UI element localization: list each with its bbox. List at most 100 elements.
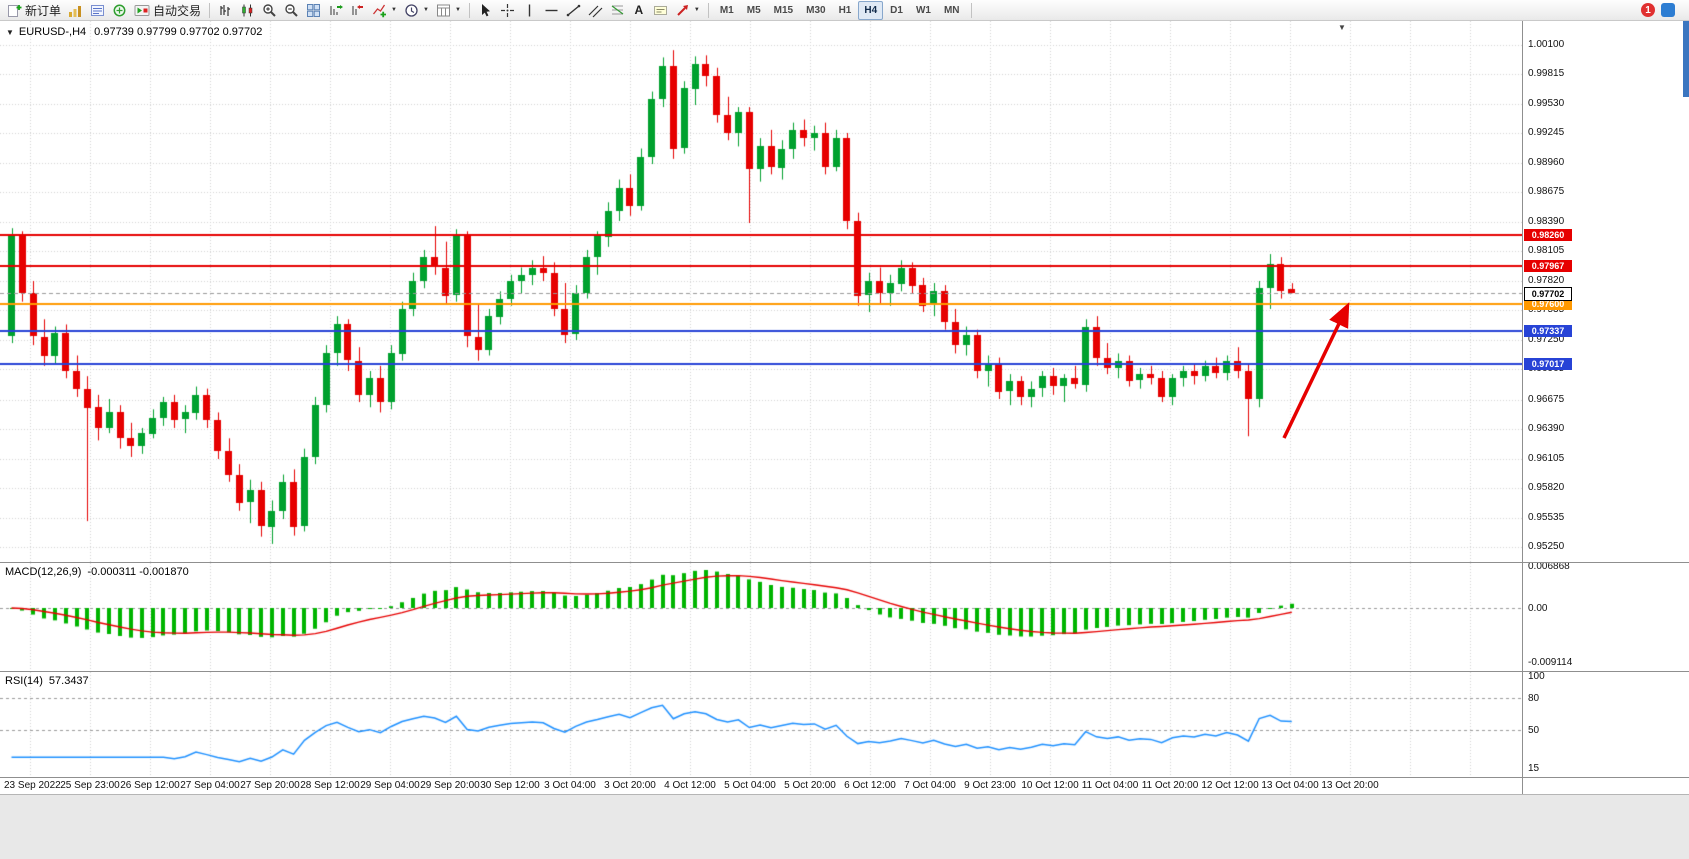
- timeframe-D1[interactable]: D1: [890, 4, 903, 16]
- crosshair-icon: [500, 3, 514, 17]
- equidistant-channel-button[interactable]: [585, 1, 606, 20]
- text-button[interactable]: A: [629, 1, 649, 20]
- rsi-indicator-label: RSI(14): [5, 675, 43, 687]
- time-axis-label: 5 Oct 20:00: [784, 780, 836, 791]
- vertical-line-icon: [528, 4, 531, 16]
- time-axis-label: 10 Oct 12:00: [1021, 780, 1079, 791]
- time-axis-label: 6 Oct 12:00: [844, 780, 896, 791]
- periods-button[interactable]: ▼: [401, 1, 432, 20]
- indicators-icon: [373, 4, 387, 17]
- templates-button[interactable]: ▼: [433, 1, 464, 20]
- timeframe-W1[interactable]: W1: [915, 4, 931, 16]
- rsi-indicator-value: 57.3437: [48, 675, 89, 687]
- chevron-down-icon: ▼: [422, 7, 429, 13]
- chevron-down-icon: ▼: [391, 7, 397, 13]
- timeframe-M15[interactable]: M15: [773, 4, 794, 16]
- new-order-button[interactable]: 新订单: [4, 1, 64, 20]
- indicators-button[interactable]: ▼: [369, 1, 400, 20]
- auto-scroll-button[interactable]: [325, 1, 346, 20]
- price-axis-label: 0.99245: [1528, 127, 1565, 138]
- time-axis-label: 7 Oct 04:00: [904, 780, 956, 791]
- time-axis-label: 3 Oct 04:00: [544, 780, 596, 791]
- timeframe-M30[interactable]: M30: [806, 4, 826, 16]
- chart-window: ▼ EURUSD-,H4 0.97739 0.97799 0.97702 0.9…: [0, 21, 1689, 859]
- vertical-scrollbar-thumb[interactable]: [1683, 21, 1689, 97]
- time-axis-label: 26 Sep 12:00: [120, 780, 180, 791]
- trendline-button[interactable]: [563, 1, 584, 20]
- fibonacci-button[interactable]: [607, 1, 628, 20]
- text-label-button[interactable]: [650, 1, 671, 20]
- horizontal-line-icon: [545, 9, 558, 11]
- arrows-button[interactable]: ▼: [672, 1, 703, 20]
- chevron-down-icon: ▼: [693, 7, 700, 13]
- market-watch-button[interactable]: [87, 1, 108, 20]
- cursor-button[interactable]: [475, 1, 496, 20]
- chart-ohlc-values: 0.97739 0.97799 0.97702 0.97702: [94, 26, 263, 38]
- chart-shift-button[interactable]: [347, 1, 368, 20]
- zoom-out-button[interactable]: [281, 1, 302, 20]
- timeframes-toolbar: M1 M5 M15 M30 H1 H4 D1 W1 MN: [714, 0, 966, 20]
- bars-chart-button[interactable]: [215, 1, 236, 20]
- tile-windows-button[interactable]: [303, 1, 324, 20]
- time-axis-label: 29 Sep 04:00: [360, 780, 420, 791]
- pane-separator[interactable]: [0, 671, 1689, 672]
- macd-axis-max-label: 0.006868: [1528, 561, 1570, 572]
- macd-axis-min-label: -0.009114: [1528, 657, 1573, 668]
- chevron-down-icon: ▼: [454, 7, 461, 13]
- zoom-in-button[interactable]: [259, 1, 280, 20]
- rsi-axis-label: 100: [1528, 671, 1545, 682]
- crosshair-button[interactable]: [497, 1, 518, 20]
- timeframe-M5[interactable]: M5: [746, 4, 761, 16]
- zoom-out-icon: [285, 3, 298, 17]
- price-axis-label: 0.98390: [1528, 216, 1565, 227]
- price-axis-label: 0.98105: [1528, 245, 1565, 256]
- price-axis-label: 0.99530: [1528, 98, 1565, 109]
- price-axis-label: 0.95535: [1528, 512, 1565, 523]
- price-axis-label: 0.97820: [1528, 275, 1565, 286]
- fibonacci-icon: [611, 5, 624, 14]
- notifications-badge[interactable]: 1: [1641, 3, 1655, 17]
- toolbar-separator: [707, 2, 709, 18]
- time-axis-label: 4 Oct 12:00: [664, 780, 716, 791]
- community-icon[interactable]: [1661, 3, 1675, 17]
- market-watch-icon: [91, 4, 105, 16]
- rsi-axis-label: 80: [1528, 693, 1540, 704]
- charts-button[interactable]: [65, 1, 86, 20]
- toolbar-separator: [468, 2, 470, 18]
- rsi-indicator-panel[interactable]: [0, 672, 1522, 777]
- navigator-button[interactable]: [109, 1, 130, 20]
- vertical-line-button[interactable]: [519, 1, 540, 20]
- one-click-trading-toggle[interactable]: ▼: [6, 27, 14, 37]
- time-axis-label: 30 Sep 12:00: [480, 780, 540, 791]
- candlestick-chart-button[interactable]: [237, 1, 258, 20]
- price-axis[interactable]: 1.00100 0.99815 0.99530 0.99245 0.98960 0.986…: [1522, 21, 1689, 794]
- autotrading-icon: [134, 4, 150, 16]
- price-axis-label: 0.95250: [1528, 541, 1565, 552]
- toolbar-right-group: 1: [1641, 3, 1685, 17]
- macd-label-row: MACD(12,26,9) -0.000311 -0.001870: [5, 566, 189, 578]
- toolbar-separator: [970, 2, 972, 18]
- time-axis[interactable]: 23 Sep 2022 25 Sep 23:00 26 Sep 12:00 27 Se…: [0, 778, 1689, 794]
- macd-indicator-panel[interactable]: [0, 563, 1522, 671]
- horizontal-line-button[interactable]: [541, 1, 562, 20]
- pane-separator: [0, 777, 1689, 778]
- time-axis-label: 5 Oct 04:00: [724, 780, 776, 791]
- main-price-chart[interactable]: [0, 21, 1522, 562]
- zoom-in-icon: [263, 3, 276, 17]
- template-icon: [436, 4, 450, 16]
- autotrading-label: 自动交易: [153, 3, 202, 18]
- macd-indicator-values: -0.000311 -0.001870: [87, 566, 189, 578]
- price-axis-label: 0.99815: [1528, 68, 1565, 79]
- timeframe-M1[interactable]: M1: [719, 4, 734, 16]
- price-line-tag: 0.97600: [1524, 298, 1572, 310]
- timeframe-H1[interactable]: H1: [838, 4, 852, 16]
- autotrading-button[interactable]: 自动交易: [131, 1, 204, 20]
- time-axis-label: 28 Sep 12:00: [300, 780, 360, 791]
- time-axis-label: 23 Sep 2022: [4, 780, 61, 791]
- trendline-icon: [566, 4, 581, 16]
- chart-shift-marker[interactable]: ▼: [1338, 23, 1346, 32]
- price-line-tag: 0.98260: [1524, 229, 1572, 241]
- timeframe-MN[interactable]: MN: [943, 4, 960, 16]
- timeframe-H4[interactable]: H4: [858, 0, 884, 20]
- pane-separator[interactable]: [0, 562, 1689, 563]
